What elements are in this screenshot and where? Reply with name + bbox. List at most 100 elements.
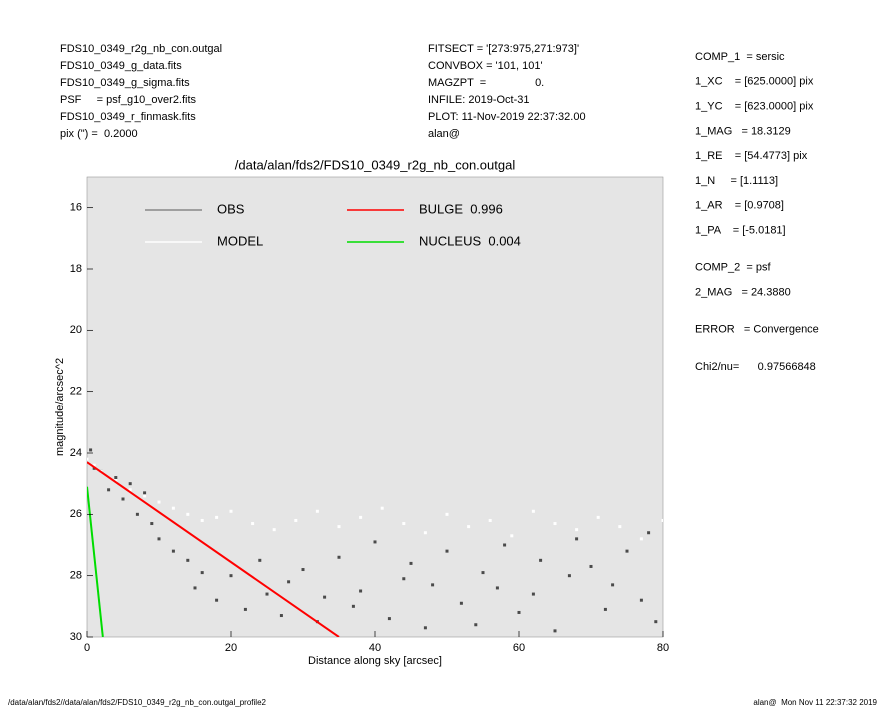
- data-point: [251, 522, 255, 526]
- x-tick-label: 20: [225, 642, 237, 654]
- fit-parameter: 1_YC = [623.0000] pix: [695, 101, 814, 113]
- data-point: [445, 512, 449, 516]
- y-tick-label: 16: [70, 202, 82, 214]
- fit-parameter: COMP_2 = psf: [695, 262, 771, 274]
- data-point: [272, 528, 276, 532]
- data-point: [200, 518, 204, 522]
- x-tick-label: 0: [84, 642, 90, 654]
- data-point: [611, 583, 615, 587]
- header-line: FDS10_0349_r2g_nb_con.outgal: [60, 43, 222, 55]
- y-tick-label: 26: [70, 508, 82, 520]
- data-point: [531, 509, 535, 513]
- header-line: pix (") = 0.2000: [60, 128, 138, 140]
- data-point: [186, 558, 190, 562]
- fit-parameter: 1_PA = [-5.0181]: [695, 225, 786, 237]
- data-point: [661, 518, 663, 522]
- fit-parameter: COMP_1 = sersic: [695, 51, 785, 63]
- header-line: INFILE: 2019-Oct-31: [428, 94, 530, 106]
- profile-line: [87, 486, 104, 637]
- data-point: [301, 568, 305, 572]
- data-point: [87, 457, 89, 461]
- data-point: [359, 515, 363, 519]
- data-point: [495, 586, 499, 590]
- data-point: [323, 595, 327, 599]
- data-point: [431, 583, 435, 587]
- data-point: [315, 509, 319, 513]
- data-point: [157, 537, 161, 541]
- data-point: [373, 540, 377, 544]
- legend-label: MODEL: [217, 233, 263, 248]
- footer-left: /data/alan/fds2//data/alan/fds2/FDS10_03…: [8, 698, 267, 707]
- header-line: FITSECT = '[273:975,271:973]': [428, 43, 579, 55]
- x-tick-label: 60: [513, 642, 525, 654]
- data-point: [459, 601, 463, 605]
- data-point: [128, 488, 132, 492]
- y-tick-label: 18: [70, 263, 82, 275]
- data-point: [474, 623, 478, 627]
- data-point: [157, 500, 161, 504]
- footer-right: alan@ Mon Nov 11 22:37:32 2019: [753, 698, 877, 707]
- data-point: [121, 497, 125, 501]
- y-tick-label: 20: [70, 324, 82, 336]
- y-tick-label: 22: [70, 386, 82, 398]
- y-tick-label: 28: [70, 570, 82, 582]
- data-point: [279, 614, 283, 618]
- data-point: [92, 463, 96, 467]
- data-point: [215, 598, 219, 602]
- data-point: [510, 534, 514, 538]
- data-point: [553, 629, 557, 633]
- header-line: CONVBOX = '101, 101': [428, 60, 543, 72]
- data-point: [337, 555, 341, 559]
- data-point: [215, 515, 219, 519]
- data-point: [294, 518, 298, 522]
- data-point: [402, 577, 406, 581]
- data-point: [359, 589, 363, 593]
- data-point: [647, 531, 651, 535]
- header-line: FDS10_0349_g_data.fits: [60, 60, 182, 72]
- data-point: [89, 448, 93, 452]
- y-axis-label: magnitude/arcsec^2: [54, 358, 66, 456]
- fit-parameter: 1_RE = [54.4773] pix: [695, 150, 808, 162]
- x-axis-label: Distance along sky [arcsec]: [308, 655, 442, 667]
- data-point: [287, 580, 291, 584]
- header-line: alan@: [428, 128, 460, 140]
- data-point: [402, 522, 406, 526]
- fit-parameter: 2_MAG = 24.3880: [695, 287, 791, 299]
- data-point: [171, 549, 175, 553]
- data-point: [423, 626, 427, 630]
- data-point: [409, 561, 413, 565]
- fit-parameter: 1_XC = [625.0000] pix: [695, 76, 814, 88]
- data-point: [229, 509, 233, 513]
- data-point: [589, 564, 593, 568]
- data-point: [618, 525, 622, 529]
- data-point: [229, 574, 233, 578]
- y-tick-label: 30: [70, 631, 82, 643]
- data-point: [445, 549, 449, 553]
- legend-label: NUCLEUS 0.004: [419, 233, 521, 248]
- data-point: [150, 522, 154, 526]
- profile-line: [87, 461, 340, 637]
- data-point: [503, 543, 507, 547]
- chart-title: /data/alan/fds2/FDS10_0349_r2g_nb_con.ou…: [235, 157, 516, 172]
- data-point: [265, 592, 269, 596]
- data-point: [200, 571, 204, 575]
- header-line: FDS10_0349_g_sigma.fits: [60, 77, 190, 89]
- data-point: [531, 592, 535, 596]
- header-line: MAGZPT = 0.: [428, 77, 544, 89]
- data-point: [143, 494, 147, 498]
- data-point: [114, 479, 118, 483]
- legend-label: OBS: [217, 201, 245, 216]
- fit-parameter: 1_AR = [0.9708]: [695, 200, 784, 212]
- data-point: [380, 506, 384, 510]
- x-tick-label: 80: [657, 642, 669, 654]
- data-point: [539, 558, 543, 562]
- data-point: [107, 488, 111, 492]
- data-point: [625, 549, 629, 553]
- data-point: [603, 607, 607, 611]
- plot-background: [86, 176, 664, 638]
- plot-marks: [87, 448, 663, 637]
- fit-parameter: ERROR = Convergence: [695, 324, 819, 336]
- data-point: [517, 610, 521, 614]
- fit-parameter: 1_N = [1.1113]: [695, 175, 778, 187]
